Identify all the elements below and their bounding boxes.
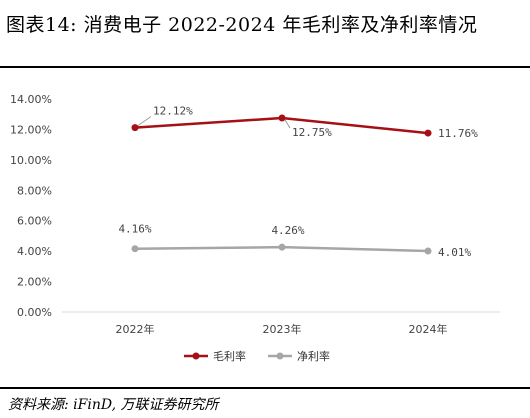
- source-note: 资料来源: iFinD, 万联证券研究所: [8, 397, 219, 413]
- y-tick-label: 10.00%: [10, 154, 52, 167]
- source-divider: [0, 387, 530, 389]
- legend: 毛利率 净利率: [184, 349, 330, 363]
- x-tick-label: 2023年: [263, 322, 302, 336]
- data-label: 4.26%: [271, 224, 304, 237]
- data-label: 11.76%: [438, 127, 478, 140]
- legend-swatch-marker: [276, 352, 284, 360]
- y-tick-label: 4.00%: [17, 245, 52, 258]
- y-tick-label: 6.00%: [17, 215, 52, 228]
- x-axis: 2022年 2023年 2024年: [116, 322, 448, 336]
- legend-item: 净利率: [268, 349, 330, 363]
- series-gross-margin: 12.12% 12.75% 11.76%: [131, 105, 478, 140]
- label-leader: [284, 119, 291, 129]
- data-point: [131, 245, 139, 253]
- chart-title: 图表14: 消费电子 2022-2024 年毛利率及净利率情况: [6, 14, 478, 36]
- y-axis: 14.00% 12.00% 10.00% 8.00% 6.00% 4.00% 2.00% 0.…: [10, 93, 52, 319]
- data-label: 4.01%: [438, 246, 471, 259]
- x-tick-label: 2024年: [409, 322, 448, 336]
- y-tick-label: 2.00%: [17, 276, 52, 289]
- data-label: 12.75%: [292, 126, 332, 139]
- legend-item: 毛利率: [184, 349, 246, 363]
- series-net-margin: 4.16% 4.26% 4.01%: [118, 223, 471, 259]
- y-tick-label: 12.00%: [10, 123, 52, 136]
- y-tick-label: 8.00%: [17, 184, 52, 197]
- title-divider: [0, 66, 530, 68]
- data-point: [424, 129, 432, 137]
- y-tick-label: 14.00%: [10, 93, 52, 106]
- data-point: [424, 247, 432, 255]
- y-tick-label: 0.00%: [17, 306, 52, 319]
- data-point: [131, 124, 139, 132]
- x-tick-label: 2022年: [116, 322, 155, 336]
- data-point: [278, 114, 286, 122]
- data-label: 4.16%: [118, 223, 151, 236]
- data-point: [278, 243, 286, 251]
- legend-swatch-marker: [192, 352, 200, 360]
- label-leader: [137, 116, 152, 126]
- legend-label: 净利率: [297, 349, 330, 363]
- series-layer: 12.12% 12.75% 11.76% 4.16% 4.26% 4.01%: [118, 105, 478, 259]
- data-label: 12.12%: [153, 105, 193, 118]
- legend-label: 毛利率: [213, 349, 246, 363]
